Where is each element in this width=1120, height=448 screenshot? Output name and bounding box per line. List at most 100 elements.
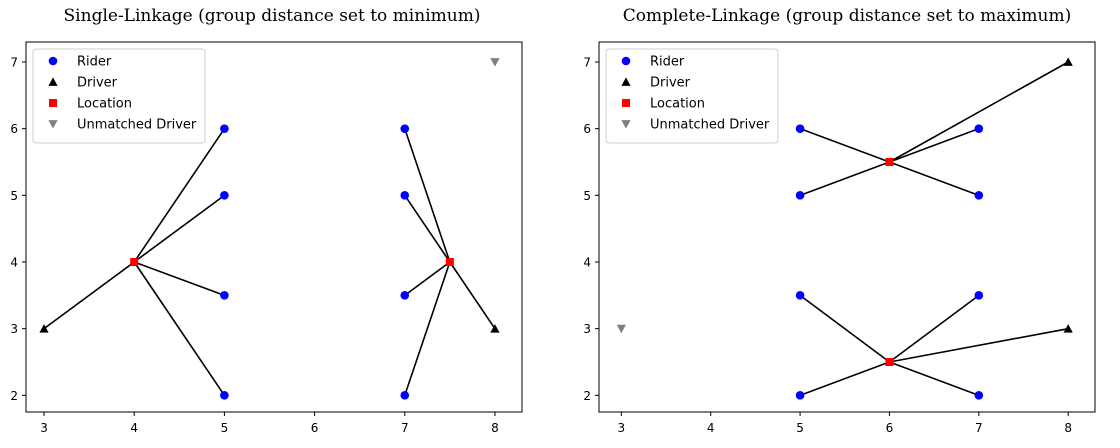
assignment-line: [888, 294, 980, 363]
left-chart-plot-area: 3 4 5 6 7 8 2 3 4 5 6 7 Rider Driver Location Unmatched…: [10, 41, 523, 435]
assignment-line: [133, 261, 225, 297]
axes-frame: [25, 41, 523, 413]
rider-point: [795, 391, 805, 400]
x-tick-label: 4: [130, 421, 138, 435]
rider-point: [400, 391, 410, 400]
x-tick-label: 8: [491, 421, 499, 435]
rider-point: [220, 191, 229, 200]
legend: Rider Driver Location Unmatched Driver: [32, 48, 206, 144]
unmatched-driver-point: [490, 58, 500, 67]
legend-label: Location: [77, 97, 132, 112]
legend-label: Driver: [650, 76, 691, 91]
legend-marker: [48, 56, 58, 66]
y-tick-label: 2: [10, 389, 18, 403]
rider-point: [974, 191, 984, 200]
assignment-line: [449, 261, 496, 330]
x-tick-label: 7: [401, 421, 409, 435]
x-tick-label: 8: [1064, 421, 1072, 435]
rider-point: [400, 124, 410, 133]
location-point: [130, 258, 139, 266]
y-tick-label: 3: [10, 322, 18, 336]
y-tick-label: 4: [10, 256, 18, 270]
legend-label: Driver: [77, 76, 118, 91]
x-tick-label: 5: [221, 421, 229, 435]
rider-point: [974, 291, 984, 300]
location-point: [885, 158, 894, 166]
assignment-line: [133, 128, 226, 263]
y-tick-label: 2: [583, 389, 591, 403]
driver-point: [1063, 57, 1073, 66]
legend-label: Rider: [77, 55, 112, 70]
y-tick-label: 6: [583, 122, 591, 136]
x-tick-label: 6: [886, 421, 894, 435]
legend-box: [605, 48, 779, 144]
rider-point: [974, 124, 984, 133]
assignment-line: [404, 128, 451, 263]
assignment-line: [889, 127, 980, 163]
legend-box: [32, 48, 206, 144]
x-tick-label: 5: [796, 421, 804, 435]
assignment-line: [404, 261, 451, 396]
unmatched-driver-point: [616, 324, 626, 334]
driver-point: [1063, 324, 1073, 333]
x-tick-label: 7: [975, 421, 983, 435]
y-tick-label: 5: [583, 189, 591, 203]
right-chart: Complete-Linkage (group distance set to …: [583, 6, 1096, 435]
assignment-line: [799, 361, 890, 397]
x-tick-label: 3: [40, 421, 48, 435]
legend: Rider Driver Location Unmatched Driver: [605, 48, 779, 144]
rider-point: [795, 291, 805, 300]
assignment-line: [404, 194, 451, 263]
driver-point: [39, 324, 49, 333]
legend-label: Rider: [650, 55, 685, 70]
rider-point: [795, 124, 805, 133]
legend-marker: [48, 120, 58, 129]
assignment-line: [799, 127, 890, 163]
assignment-line: [133, 261, 226, 396]
right-chart-plot-area: 3 4 5 6 7 8 2 3 4 5 6 7 Rider Driver Location Unmatched…: [583, 41, 1096, 435]
rider-point: [795, 191, 805, 200]
x-tick-label: 4: [707, 421, 715, 435]
legend-marker: [622, 99, 630, 107]
legend-label: Location: [650, 97, 705, 112]
y-tick-label: 5: [10, 189, 18, 203]
assignment-line: [889, 361, 980, 397]
left-chart: Single-Linkage (group distance set to mi…: [10, 6, 523, 435]
rider-point: [974, 391, 984, 400]
assignment-line: [799, 161, 890, 197]
rider-point: [400, 291, 410, 300]
axes-frame: [598, 41, 1096, 413]
rider-point: [220, 391, 229, 400]
legend-label: Unmatched Driver: [650, 118, 770, 133]
y-tick-label: 6: [10, 122, 18, 136]
legend-marker: [621, 77, 631, 86]
y-tick-label: 3: [583, 322, 591, 336]
legend-marker: [49, 99, 57, 107]
y-tick-label: 4: [583, 256, 591, 270]
legend-marker: [621, 56, 631, 66]
location-point: [445, 258, 454, 266]
assignment-line: [889, 327, 1069, 363]
assignment-line: [799, 294, 890, 363]
legend-label: Unmatched Driver: [77, 118, 197, 133]
right-chart-title: Complete-Linkage (group distance set to …: [623, 6, 1071, 26]
left-chart-title: Single-Linkage (group distance set to mi…: [64, 6, 481, 26]
rider-point: [220, 291, 229, 300]
rider-point: [400, 191, 410, 200]
location-point: [885, 358, 894, 366]
x-tick-label: 6: [311, 421, 319, 435]
x-tick-label: 3: [618, 421, 626, 435]
driver-point: [490, 324, 500, 333]
assignment-line: [404, 261, 451, 296]
assignment-line: [43, 261, 135, 330]
legend-marker: [48, 77, 58, 86]
rider-point: [220, 124, 229, 133]
legend-marker: [621, 120, 631, 129]
assignment-line: [889, 61, 1069, 163]
y-tick-label: 7: [583, 56, 591, 70]
assignment-line: [889, 161, 980, 197]
y-tick-label: 7: [10, 56, 18, 70]
assignment-line: [133, 194, 225, 263]
